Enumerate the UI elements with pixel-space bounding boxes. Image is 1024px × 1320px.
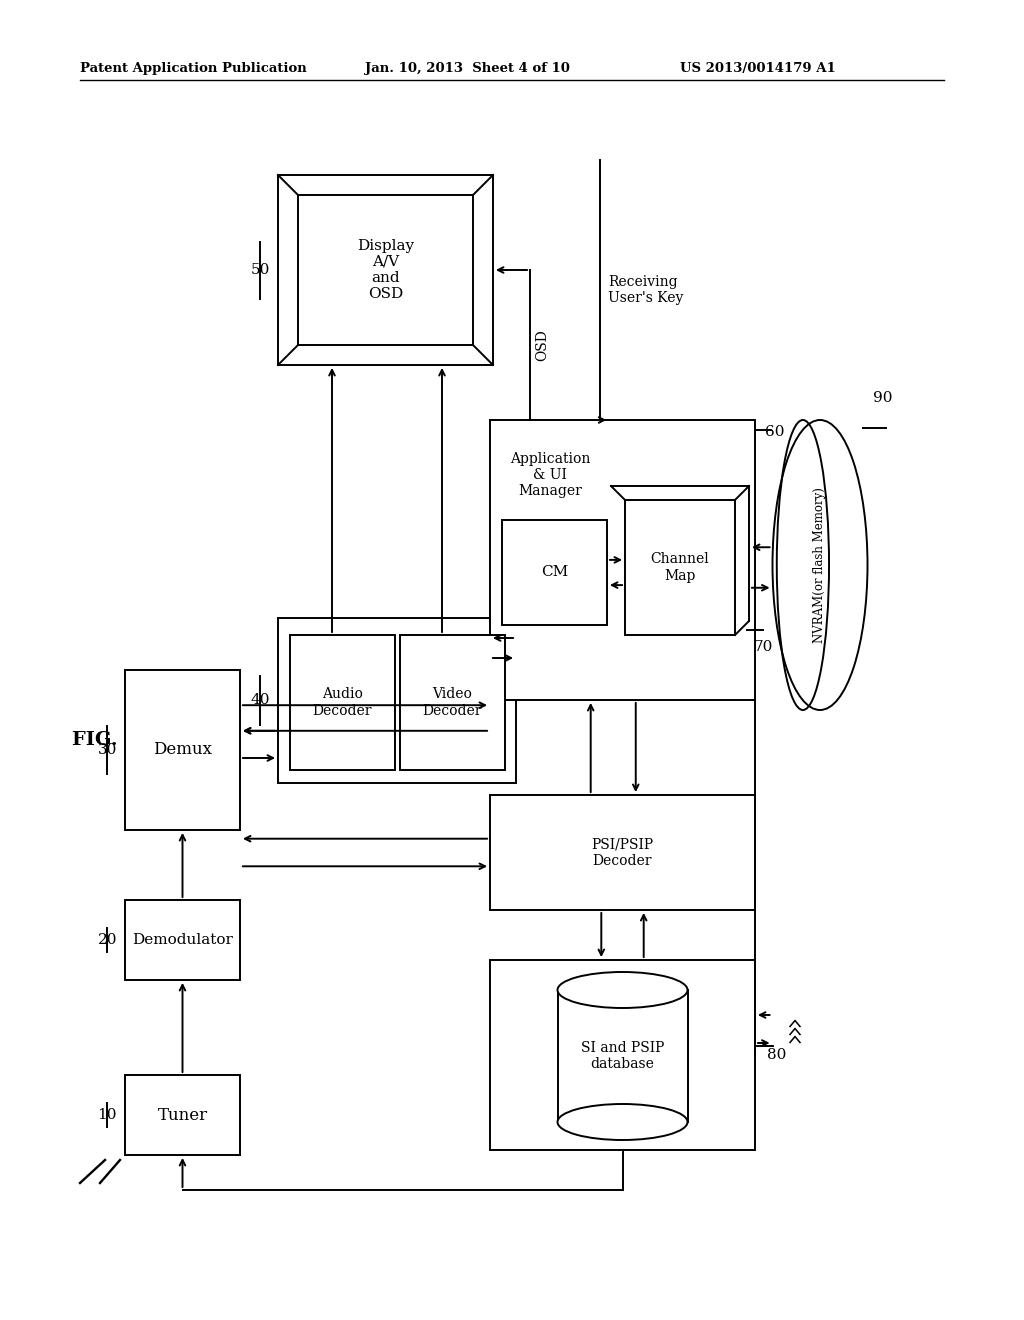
- Bar: [278, 618, 516, 783]
- Text: Audio
Decoder: Audio Decoder: [312, 688, 373, 718]
- Text: CM: CM: [541, 565, 568, 579]
- Text: Demodulator: Demodulator: [132, 933, 232, 946]
- Bar: [490, 420, 755, 700]
- Bar: [490, 960, 755, 1150]
- Text: Video
Decoder: Video Decoder: [423, 688, 482, 718]
- Bar: [125, 1074, 240, 1155]
- Bar: [490, 795, 755, 909]
- Text: Jan. 10, 2013  Sheet 4 of 10: Jan. 10, 2013 Sheet 4 of 10: [365, 62, 570, 75]
- Text: Tuner: Tuner: [158, 1106, 208, 1123]
- Text: NVRAM(or flash Memory): NVRAM(or flash Memory): [813, 487, 826, 643]
- Text: Receiving
User's Key: Receiving User's Key: [608, 275, 683, 305]
- Bar: [125, 671, 240, 830]
- Bar: [502, 520, 607, 624]
- Text: PSI/PSIP
Decoder: PSI/PSIP Decoder: [592, 837, 653, 867]
- Text: Application
& UI
Manager: Application & UI Manager: [510, 451, 590, 498]
- Bar: [400, 635, 505, 770]
- Text: Channel
Map: Channel Map: [650, 552, 710, 582]
- Text: 60: 60: [765, 425, 784, 440]
- Text: US 2013/0014179 A1: US 2013/0014179 A1: [680, 62, 836, 75]
- Bar: [290, 635, 395, 770]
- Text: 70: 70: [754, 640, 773, 653]
- Bar: [298, 195, 473, 345]
- Bar: [625, 500, 735, 635]
- Text: Patent Application Publication: Patent Application Publication: [80, 62, 307, 75]
- Text: 10: 10: [97, 1107, 117, 1122]
- Text: 20: 20: [97, 933, 117, 946]
- Text: 90: 90: [872, 391, 892, 405]
- Text: 30: 30: [97, 743, 117, 756]
- Bar: [125, 900, 240, 979]
- Ellipse shape: [557, 1104, 687, 1140]
- Text: SI and PSIP
database: SI and PSIP database: [581, 1041, 665, 1071]
- Ellipse shape: [772, 420, 867, 710]
- Bar: [557, 990, 687, 1122]
- Text: Demux: Demux: [153, 742, 212, 759]
- Text: OSD: OSD: [535, 329, 549, 360]
- Text: 50: 50: [251, 263, 270, 277]
- Text: Display
A/V
and
OSD: Display A/V and OSD: [357, 239, 414, 301]
- Bar: [278, 176, 493, 366]
- Text: FIG. 4: FIG. 4: [72, 731, 138, 748]
- Text: 80: 80: [767, 1048, 786, 1063]
- Ellipse shape: [557, 972, 687, 1008]
- Text: 40: 40: [251, 693, 270, 708]
